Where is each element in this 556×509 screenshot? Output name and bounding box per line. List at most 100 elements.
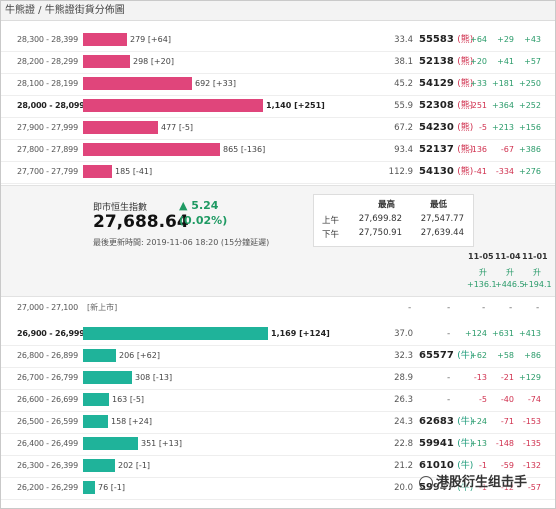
row-divider [1, 161, 555, 162]
bull-row[interactable]: 26,400 - 26,499 351 [+13] 22.8 59941 (牛) +13… [1, 433, 555, 455]
warrant-code: 52137 [419, 144, 454, 155]
daily-change: -153 [522, 417, 541, 426]
bear-row[interactable]: 28,200 - 28,299 298 [+20] 38.1 52138 (熊) +20… [1, 51, 555, 73]
top-warrant-code[interactable]: 54130 (熊) [419, 161, 479, 183]
daily-change: +386 [519, 145, 541, 154]
call-level: 38.1 [394, 57, 413, 67]
bar-label: 158 [+24] [111, 417, 152, 426]
daily-change: -13 [473, 373, 487, 382]
bull-row[interactable]: 26,900 - 26,999 1,169 [+124] 37.0 - +124 +631… [1, 323, 555, 345]
call-level: 45.2 [394, 79, 413, 89]
bear-row[interactable]: 28,100 - 28,199 692 [+33] 45.2 54129 (熊) +33… [1, 73, 555, 95]
high-low-table: 最高 最低 上午 下午 27,699.82 27,547.77 27,750.9… [313, 194, 474, 247]
warrant-code: 54129 [419, 78, 454, 89]
wechat-icon [419, 475, 433, 490]
row-divider [1, 95, 555, 96]
range-label: 26,400 - 26,499 [17, 439, 78, 448]
daily-change: +129 [519, 373, 541, 382]
direction-1: 升 [479, 268, 487, 277]
range-label: 28,200 - 28,299 [17, 57, 78, 66]
daily-change: +24 [470, 417, 487, 426]
am-low: 27,547.77 [420, 214, 464, 224]
breadcrumb[interactable]: 牛熊證 / 牛熊證街貨分佈圖 [1, 1, 555, 21]
pm-label: 下午 [322, 230, 340, 240]
new-listing-tag: [新上市] [87, 303, 118, 312]
daily-change: +33 [470, 79, 487, 88]
daily-change: -67 [500, 145, 514, 154]
warrant-code: 52138 [419, 56, 454, 67]
date-1: 11-05 [468, 252, 494, 261]
bar-label: 865 [-136] [223, 145, 266, 154]
warrant-type: (熊) [457, 123, 474, 133]
row-divider [1, 183, 555, 184]
watermark: 港股衍生组击手 [419, 471, 527, 490]
warrant-code: 61010 [419, 460, 454, 471]
bar-label: 279 [+64] [130, 35, 171, 44]
range-label: 28,100 - 28,199 [17, 79, 78, 88]
bear-bar [83, 143, 220, 156]
top-warrant-code[interactable]: 59941 (牛) [419, 433, 479, 455]
bar-label: 185 [-41] [115, 167, 153, 176]
bear-row[interactable]: 27,900 - 27,999 477 [-5] 67.2 54230 (熊) -5 +2… [1, 117, 555, 139]
daily-change: +213 [492, 123, 514, 132]
bull-row[interactable]: 26,700 - 26,799 308 [-13] 28.9 - -13 -21 +129 [1, 367, 555, 389]
bar-label: 1,140 [+251] [266, 101, 325, 110]
range-label: 26,300 - 26,399 [17, 461, 78, 470]
bar-label: 351 [+13] [141, 439, 182, 448]
date-value-2: +446.5 [495, 280, 525, 289]
range-label: 26,200 - 26,299 [17, 483, 78, 492]
bear-row[interactable]: 28,000 - 28,099 1,140 [+251] 55.9 52308 (熊)… [1, 95, 555, 117]
dash: - [447, 329, 451, 339]
warrant-code: 54130 [419, 166, 454, 177]
top-warrant-code[interactable]: 52137 (熊) [419, 139, 479, 161]
top-warrant-code[interactable]: 65577 (牛) [419, 345, 479, 367]
warrant-type: (熊) [457, 35, 474, 45]
daily-change: +62 [470, 351, 487, 360]
top-warrant-code[interactable]: 55583 (熊) [419, 29, 479, 51]
bear-row[interactable]: 27,800 - 27,899 865 [-136] 93.4 52137 (熊) -1… [1, 139, 555, 161]
warrant-code: 65577 [419, 350, 454, 361]
pm-high: 27,750.91 [358, 228, 402, 238]
top-warrant-code[interactable]: 54230 (熊) [419, 117, 479, 139]
top-warrant-code[interactable]: 52138 (熊) [419, 51, 479, 73]
bear-bar [83, 99, 263, 112]
top-warrant-code[interactable]: 59947 (牛) [419, 477, 479, 499]
last-updated: 最後更新時間: 2019-11-06 18:20 (15分鐘延遲) [93, 238, 270, 247]
direction-2: 升 [506, 268, 514, 277]
daily-change: +124 [465, 329, 487, 338]
row-divider [1, 51, 555, 52]
bull-row[interactable]: 26,200 - 26,299 76 [-1] 20.0 59947 (牛) -1 -12… [1, 477, 555, 499]
row-divider [1, 139, 555, 140]
bear-row[interactable]: 27,700 - 27,799 185 [-41] 112.9 54130 (熊) -4… [1, 161, 555, 183]
index-change: ▲ 5.24 [179, 199, 219, 212]
range-label: 27,900 - 27,999 [17, 123, 78, 132]
top-warrant-code[interactable]: 61010 (牛) [419, 455, 479, 477]
dash: - [482, 303, 486, 313]
call-level: 93.4 [394, 145, 413, 155]
bar-label: 308 [-13] [135, 373, 173, 382]
bull-row[interactable]: 26,800 - 26,899 206 [+62] 32.3 65577 (牛) +62… [1, 345, 555, 367]
call-level: 28.9 [394, 373, 413, 383]
bull-row[interactable]: 26,300 - 26,399 202 [-1] 21.2 61010 (牛) -1 -5… [1, 455, 555, 477]
daily-change: -59 [500, 461, 514, 470]
bull-bar [83, 327, 268, 340]
bear-row[interactable]: 28,300 - 28,399 279 [+64] 33.4 55583 (熊) +64… [1, 29, 555, 51]
bear-bar [83, 33, 127, 46]
bull-row[interactable]: 26,500 - 26,599 158 [+24] 24.3 62683 (牛) +24… [1, 411, 555, 433]
bar-label: 298 [+20] [133, 57, 174, 66]
daily-change: +58 [497, 351, 514, 360]
range-label: 26,500 - 26,599 [17, 417, 78, 426]
call-level: 26.3 [394, 395, 413, 405]
daily-change: +156 [519, 123, 541, 132]
daily-change: +181 [492, 79, 514, 88]
new-listing-row[interactable]: 27,000 - 27,100 [新上市] - - - - - [1, 297, 555, 319]
top-warrant-code[interactable]: 54129 (熊) [419, 73, 479, 95]
bar-label: 202 [-1] [118, 461, 151, 470]
bar-label: 692 [+33] [195, 79, 236, 88]
top-warrant-code[interactable]: 52308 (熊) [419, 95, 479, 117]
daily-change: -132 [522, 461, 541, 470]
row-divider [1, 433, 555, 434]
bull-row[interactable]: 26,600 - 26,699 163 [-5] 26.3 - -5 -40 -74 [1, 389, 555, 411]
top-warrant-code[interactable]: 62683 (牛) [419, 411, 479, 433]
